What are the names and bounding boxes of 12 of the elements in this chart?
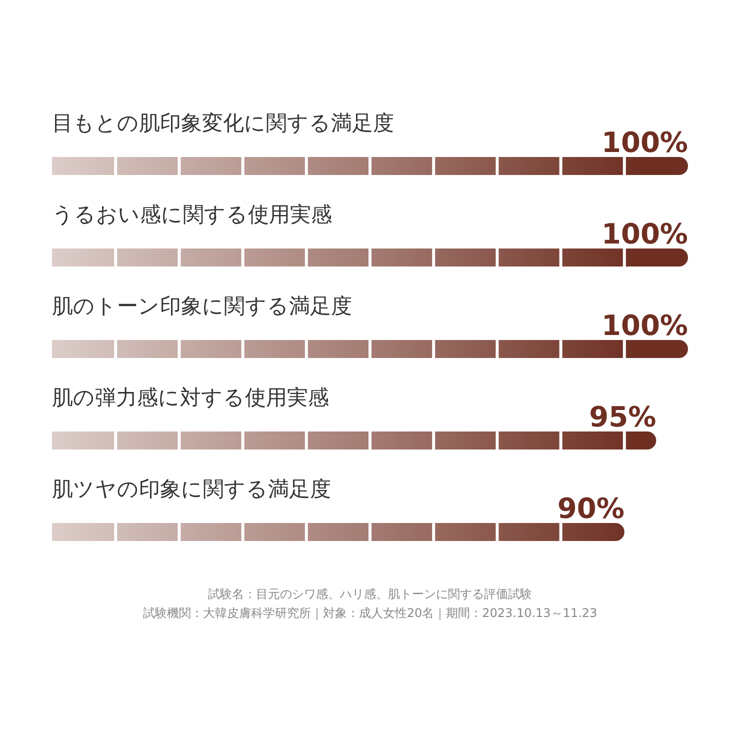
- y-tick-label: 肌の弾力感に対する使用実感: [52, 386, 329, 410]
- data-label: 100%: [601, 218, 688, 250]
- data-label: 90%: [557, 492, 624, 525]
- data-label: 100%: [601, 126, 688, 159]
- text: 試験機関：大韓皮膚科学研究所｜対象：成人女性20名｜期間：2023.10.13～11.23: [142, 606, 598, 620]
- data-label: 95%: [589, 400, 656, 434]
- y-tick-label: 目もとの肌印象変化に関する満足度: [52, 111, 394, 135]
- text: 試験名：目元のシワ感、ハリ感、肌トーンに関する評価試験: [208, 587, 532, 601]
- y-tick-label: 肌のトーン印象に関する満足度: [52, 294, 352, 318]
- y-tick-label: うるおい感に関する使用実感: [52, 202, 332, 226]
- data-label: 100%: [601, 309, 688, 342]
- y-tick-label: 肌ツヤの印象に関する満足度: [52, 477, 331, 501]
